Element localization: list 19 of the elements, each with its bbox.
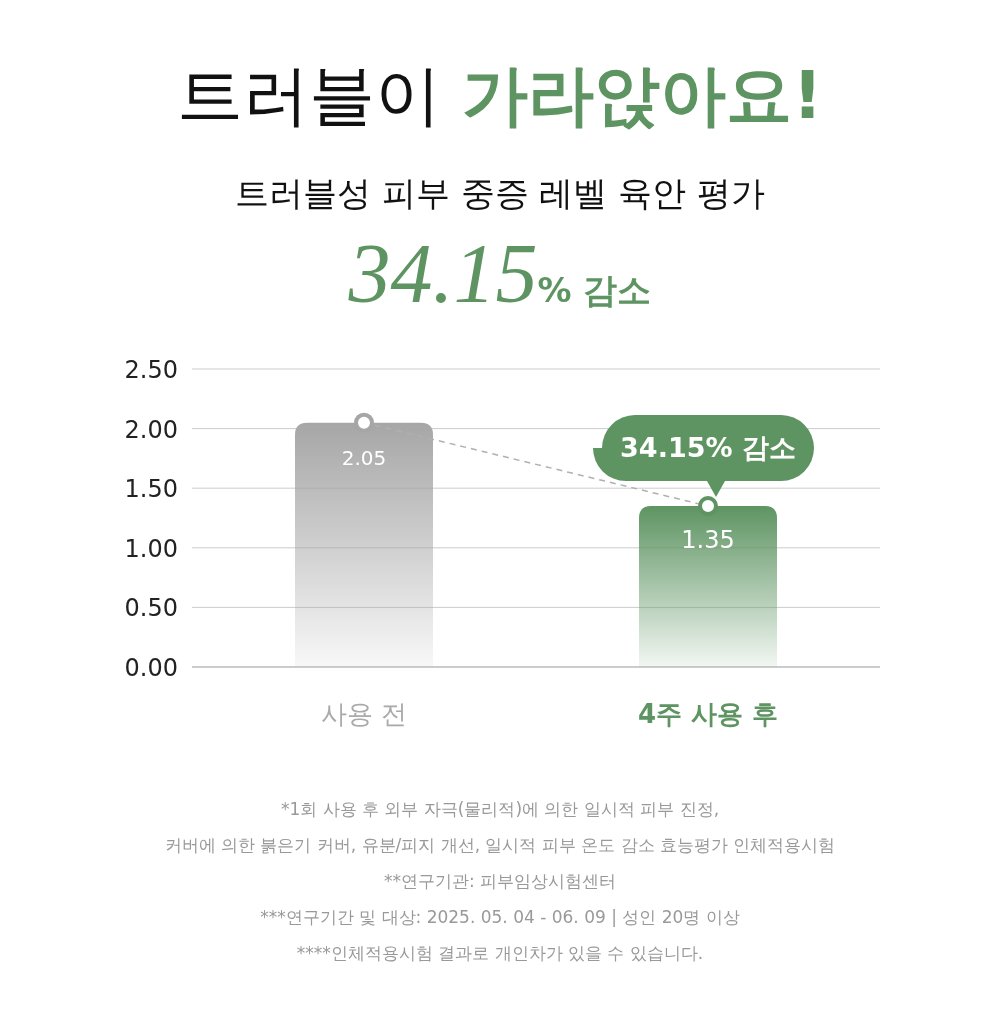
- text: **연구기관: 피부임상시험센터: [383, 871, 617, 891]
- chart-subtitle: 트러블성 피부 중증 레벨 육안 평가: [234, 173, 766, 213]
- y-tick-label: 0.50: [124, 594, 178, 623]
- data-label: 1.35: [681, 526, 735, 555]
- text: *1회 사용 후 외부 자극(물리적)에 의한 일시적 피부 진정,: [280, 799, 720, 819]
- text: ***연구기간 및 대상: 2025. 05. 04 - 06. 09 | 성인 20명 이상: [260, 907, 740, 927]
- x-tick-label: 4주 사용 후: [637, 699, 779, 729]
- y-tick-label: 1.50: [124, 475, 178, 504]
- data-label: 2.05: [341, 445, 387, 470]
- annotation: 34.15% 감소: [620, 432, 796, 464]
- text: ****인체적용시험 결과로 개인차가 있을 수 있습니다.: [296, 943, 704, 963]
- y-tick-label: 1.00: [124, 534, 178, 563]
- chart-title: 트러블이 가라앉아요!: [177, 57, 823, 134]
- text: 커버에 의한 붉은기 커버, 유분/피지 개선, 일시적 피부 온도 감소 효능평가 인체적용시험: [164, 835, 836, 855]
- text: 34.15% 감소: [347, 227, 652, 320]
- y-tick-label: 2.00: [124, 415, 178, 444]
- y-tick-label: 2.50: [124, 356, 178, 384]
- x-tick-label: 사용 전: [320, 699, 408, 729]
- y-tick-label: 0.00: [124, 654, 178, 682]
